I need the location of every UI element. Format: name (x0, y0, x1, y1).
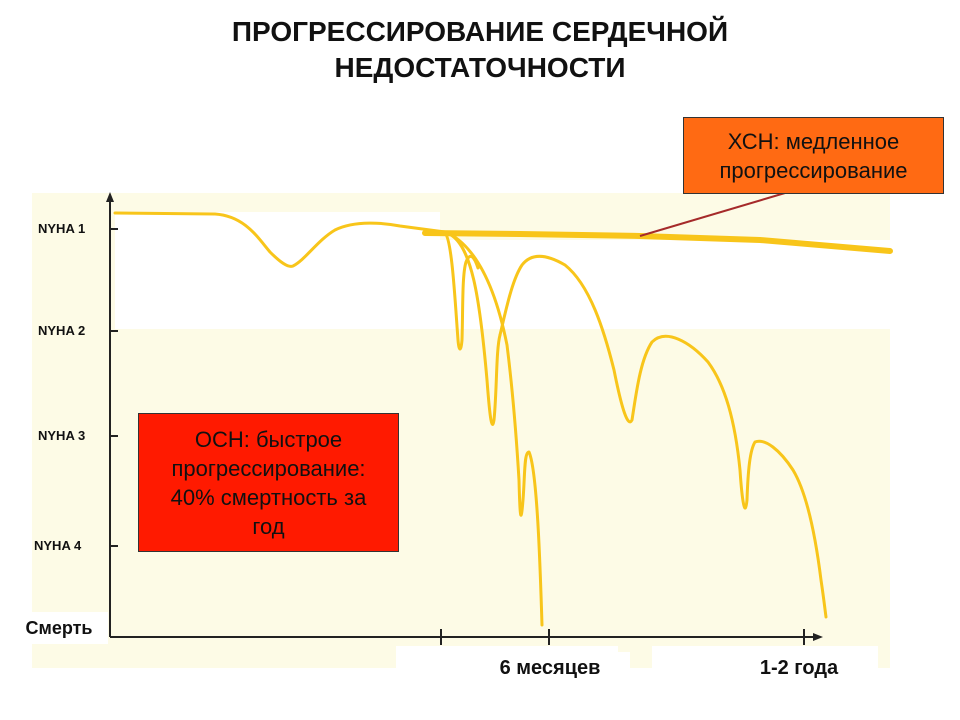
osn-box-line-2: прогрессирование: (171, 455, 366, 481)
x-axis-arrow (813, 633, 823, 641)
chs-box-line-1: ХСН: медленное (727, 128, 900, 154)
y-label-death: Смерть (10, 612, 108, 644)
acute-episode-3 (448, 232, 544, 627)
acute-hf-box: ОСН: быстрое прогрессирование: 40% смерт… (138, 413, 399, 552)
acute-episode-2 (445, 231, 502, 426)
y-label-nyha1: NYHA 1 (38, 221, 86, 236)
osn-box-line-4: год (252, 513, 285, 539)
plot-upper-white-area-right (440, 240, 890, 329)
chronic-hf-box: ХСН: медленное прогрессирование (683, 117, 944, 194)
title-line-1: ПРОГРЕССИРОВАНИЕ СЕРДЕЧНОЙ (231, 16, 729, 47)
y-label-nyha3: NYHA 3 (38, 428, 86, 443)
x-label-6-months: 6 месяцев (470, 652, 630, 684)
chs-box-line-2: прогрессирование (719, 157, 908, 183)
title-line-2: НЕДОСТАТОЧНОСТИ (334, 52, 626, 83)
chronic-episode-1 (498, 254, 828, 619)
chs-pointer-line (639, 192, 786, 237)
page-title: ПРОГРЕССИРОВАНИЕ СЕРДЕЧНОЙ НЕДОСТАТОЧНОС… (0, 14, 960, 86)
y-label-nyha2: NYHA 2 (38, 323, 86, 338)
osn-box-line-3: 40% смертность за (170, 484, 367, 510)
y-label-nyha4: NYHA 4 (34, 538, 82, 553)
plot-upper-white-area (115, 212, 440, 329)
x-label-1-2-years: 1-2 года (724, 652, 874, 684)
osn-box-line-1: ОСН: быстрое (194, 426, 343, 452)
baseline-curve (113, 211, 447, 268)
y-axis-arrow (106, 192, 114, 202)
